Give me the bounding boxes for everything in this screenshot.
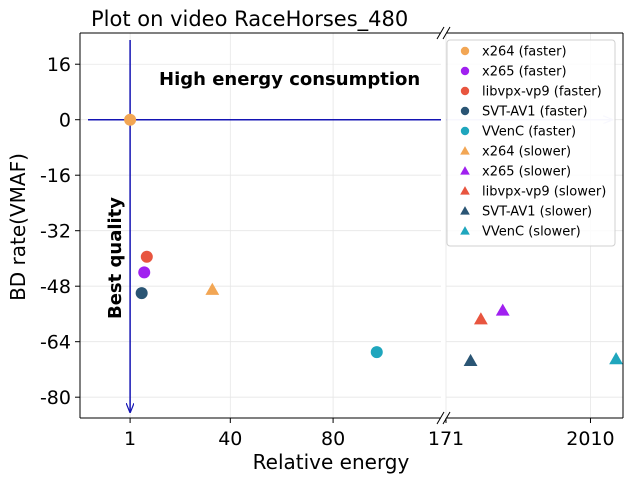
y-tick-label: 0 [59,110,71,132]
legend-entry: x264 (faster) [482,45,567,60]
data-point [495,303,510,316]
y-tick-label: -80 [40,387,71,409]
legend-marker [460,66,470,76]
legend-marker [460,126,470,136]
y-tick-label: -64 [40,332,71,354]
marks-layer [124,113,623,366]
data-point [609,352,623,365]
legend-marker [460,226,470,235]
legend-entry: libvpx-vp9 (faster) [482,85,602,100]
legend-entry: VVenC (faster) [482,125,576,140]
legend-entry: x264 (slower) [482,145,571,160]
legend-entry: x265 (slower) [482,165,571,180]
y-tick-label: -48 [40,276,71,298]
x-tick-label: 2010 [566,428,614,450]
x-tick-label: 1 [124,428,136,450]
data-point [463,353,478,366]
y-tick-label: -16 [40,165,71,187]
x-axis-label: Relative energy [253,450,410,474]
data-point [370,346,383,359]
y-axis-label: BD rate(VMAF) [6,153,30,301]
axis-break-mark [436,411,445,425]
annotation-high-energy: High energy consumption [159,69,420,90]
legend-entry: VVenC (slower) [482,225,581,240]
data-point [140,250,153,263]
legend-marker [460,206,470,215]
ticks-layer: 16 0 -16 -32 -48 -64 -80 1 40 80 171 2010 [40,54,615,450]
axis-break-mark [436,26,445,40]
legend-box [446,39,616,247]
data-point [473,312,488,325]
y-tick-label: -32 [40,221,71,243]
legend-marker [460,86,470,96]
x-tick-label: 80 [321,428,345,450]
legend-marker [460,146,470,155]
x-tick-label: 171 [428,428,464,450]
annotation-best-quality: Best quality [105,197,126,319]
legend-marker [460,106,470,116]
chart-title: Plot on video RaceHorses_480 [91,7,408,32]
legend-marker [460,186,470,195]
legend-entry: x265 (faster) [482,65,567,80]
legend-entry: libvpx-vp9 (slower) [482,185,606,200]
legend: x264 (faster) x265 (faster) libvpx-vp9 (fa… [446,39,616,247]
data-point [138,266,151,279]
axis-break-mark [442,26,451,40]
x-tick-label: 40 [218,428,242,450]
legend-entry: SVT-AV1 (faster) [482,105,588,120]
data-point [124,113,137,126]
legend-marker [460,46,470,56]
y-tick-label: 16 [47,54,71,76]
data-point [135,287,148,300]
axes-layer [79,26,624,425]
data-point [205,282,220,295]
legend-entry: SVT-AV1 (slower) [482,205,592,220]
legend-marker [460,166,470,175]
